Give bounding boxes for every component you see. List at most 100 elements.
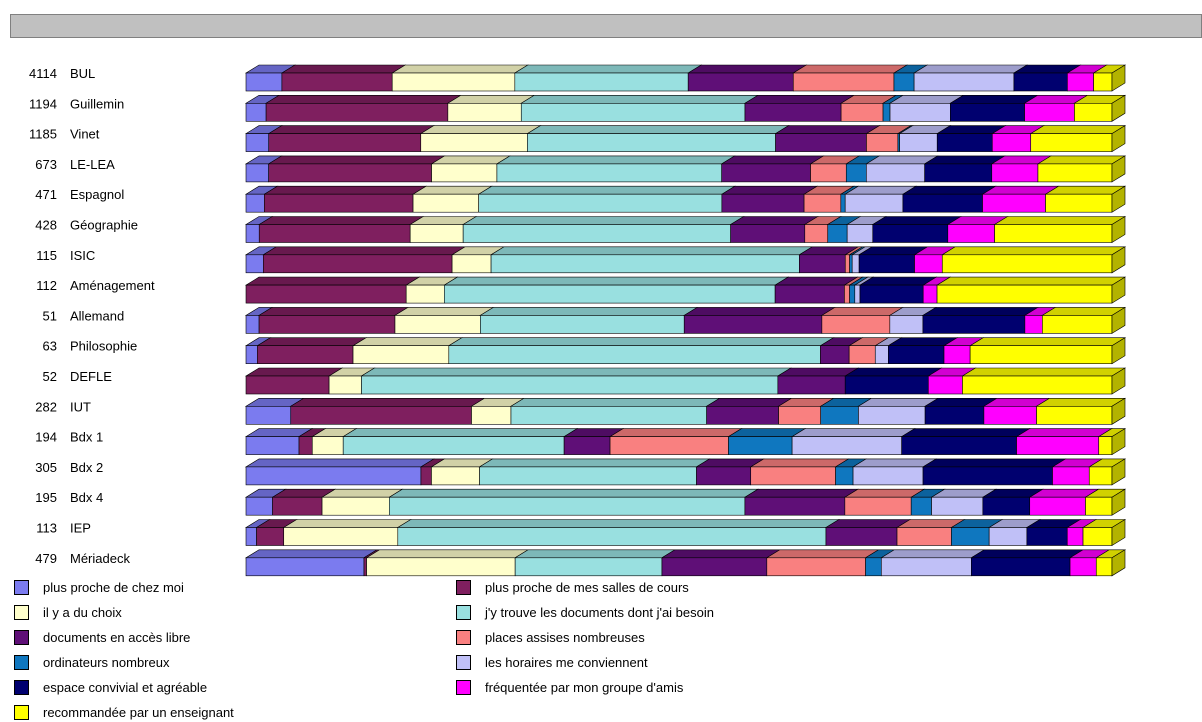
category-count: 113	[36, 521, 57, 536]
bar-segment	[393, 307, 495, 334]
bar-segment	[826, 216, 862, 243]
category-count: 51	[43, 308, 57, 323]
bar-end-face	[1111, 185, 1126, 213]
bar-end-face	[1111, 306, 1126, 334]
bar-segment	[267, 125, 435, 152]
bar-segment	[900, 428, 1031, 455]
bar-end-face	[1111, 367, 1126, 395]
bar-segment	[446, 95, 536, 122]
bar-segment	[447, 337, 835, 365]
bar-end-face	[1111, 549, 1126, 577]
bar-segment	[509, 397, 721, 425]
bar-segment	[470, 397, 526, 425]
bar-segment	[843, 488, 926, 516]
bar-segment	[848, 337, 890, 365]
category-label: Géographie	[70, 218, 138, 233]
bar-end-face	[1111, 337, 1126, 365]
bar-segment	[798, 246, 860, 274]
bar-end-face	[1111, 397, 1126, 425]
category-label: BUL	[70, 66, 95, 81]
category-label: Espagnol	[70, 187, 124, 202]
bar-segment	[360, 367, 792, 395]
bar-segment	[256, 337, 368, 365]
bar-segment	[1051, 458, 1104, 486]
bar-segment	[1012, 64, 1082, 92]
category-label: Bdx 1	[70, 430, 103, 445]
category-label: Mériadeck	[70, 551, 130, 566]
bar-segment	[846, 216, 887, 243]
bar-segment	[244, 246, 278, 274]
bar-segment	[743, 95, 856, 122]
bar-segment	[991, 125, 1045, 152]
bar-segment	[949, 95, 1039, 122]
category-label: Bdx 2	[70, 460, 103, 475]
bar-segment	[263, 185, 428, 213]
bar-segment	[791, 428, 916, 455]
bar-segment	[1035, 397, 1127, 425]
category-count: 4114	[29, 66, 57, 81]
bar-segment	[396, 519, 841, 546]
category-count: 305	[35, 460, 57, 475]
bar-segment	[777, 397, 835, 425]
bar-segment	[820, 307, 904, 334]
bar-segment	[913, 64, 1028, 92]
bar-end-face	[1111, 155, 1126, 183]
bar-segment	[258, 216, 425, 243]
bar-segment	[969, 337, 1127, 365]
bar-end-face	[1111, 428, 1126, 456]
bar-segment	[923, 155, 1006, 183]
bar-segment	[765, 549, 880, 577]
bar-segment	[451, 246, 506, 274]
bar-segment	[1044, 185, 1127, 213]
bar-segment	[950, 519, 1004, 546]
bar-segment	[901, 185, 997, 213]
bar-segment	[311, 428, 358, 455]
bar-segment	[792, 64, 909, 92]
bar-segment	[495, 155, 736, 183]
bar-segment	[990, 155, 1053, 183]
bar-segment	[720, 155, 825, 183]
bar-segment	[844, 367, 943, 395]
category-label: ISIC	[70, 248, 95, 263]
bar-segment	[921, 307, 1039, 334]
bar-segment	[1041, 307, 1127, 334]
category-count: 52	[43, 369, 57, 384]
bar-segment	[297, 428, 327, 455]
category-label: Allemand	[70, 308, 124, 323]
bar-segment	[342, 428, 579, 455]
bar-segment	[743, 488, 859, 516]
bar-segment	[244, 549, 379, 577]
bar-end-face	[1111, 64, 1126, 92]
bar-segment	[871, 216, 962, 243]
bar-segment	[941, 246, 1127, 274]
bar-segment	[887, 337, 959, 365]
category-label: Bdx 4	[70, 490, 103, 505]
bar-segment	[479, 307, 699, 334]
category-label: Philosophie	[70, 339, 137, 354]
category-label: IEP	[70, 521, 91, 536]
bar-segment	[462, 216, 745, 243]
bar-segment	[351, 337, 463, 365]
bar-segment	[852, 458, 938, 486]
bar-segment	[858, 246, 929, 274]
bar-end-face	[1111, 94, 1126, 122]
bar-segment	[265, 95, 462, 122]
bar-segment	[857, 397, 940, 425]
bar-segment	[289, 397, 486, 425]
bar-segment	[514, 549, 677, 577]
bar-segment	[609, 428, 743, 455]
bar-segment	[244, 155, 283, 183]
category-count: 471	[35, 187, 57, 202]
bar-segment	[865, 155, 939, 183]
bar-segment	[803, 216, 842, 243]
bar-segment	[898, 125, 952, 152]
bar-segment	[262, 246, 467, 274]
bar-segment	[776, 367, 860, 395]
bar-segment	[981, 185, 1060, 213]
bar-end-face	[1111, 276, 1126, 304]
bar-segment	[271, 488, 337, 516]
bar-segment	[1081, 519, 1127, 546]
bar-segment	[858, 276, 938, 304]
category-count: 1194	[29, 96, 57, 111]
bar-segment	[1036, 155, 1127, 183]
